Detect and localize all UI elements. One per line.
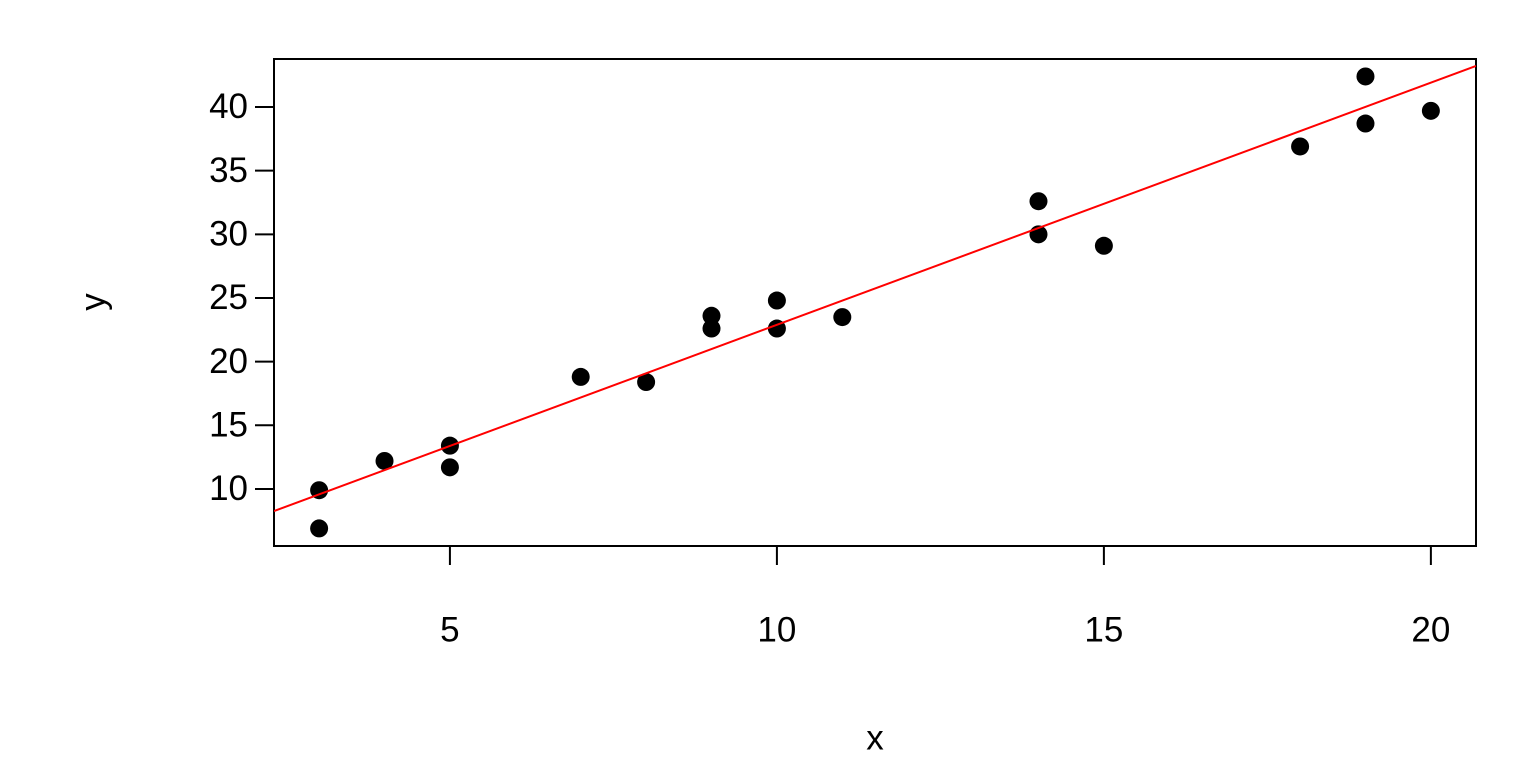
point xyxy=(310,519,329,538)
point xyxy=(1421,101,1440,120)
point xyxy=(440,458,459,477)
y-tick-label: 15 xyxy=(209,406,248,445)
point xyxy=(833,308,852,327)
y-tick-label: 30 xyxy=(209,215,248,254)
y-tick-label: 20 xyxy=(209,342,248,381)
point xyxy=(1356,67,1375,86)
point xyxy=(702,306,721,325)
y-tick-label: 35 xyxy=(209,151,248,190)
x-tick-label: 15 xyxy=(1084,610,1123,649)
x-axis-label: x xyxy=(866,718,884,757)
regression-line xyxy=(274,65,1476,513)
point xyxy=(310,481,329,500)
point xyxy=(702,319,721,338)
y-tick-label: 25 xyxy=(209,278,248,317)
point xyxy=(375,451,394,470)
point xyxy=(1029,192,1048,211)
y-axis-label: y xyxy=(73,293,112,311)
y-tick-label: 10 xyxy=(209,469,248,508)
point xyxy=(1094,236,1113,255)
x-tick-label: 5 xyxy=(440,610,459,649)
x-tick-label: 10 xyxy=(757,610,796,649)
point xyxy=(571,367,590,386)
point xyxy=(1356,114,1375,133)
point xyxy=(767,291,786,310)
x-tick-label: 20 xyxy=(1411,610,1450,649)
point xyxy=(1291,137,1310,156)
point xyxy=(637,373,656,392)
y-tick-label: 40 xyxy=(209,87,248,126)
